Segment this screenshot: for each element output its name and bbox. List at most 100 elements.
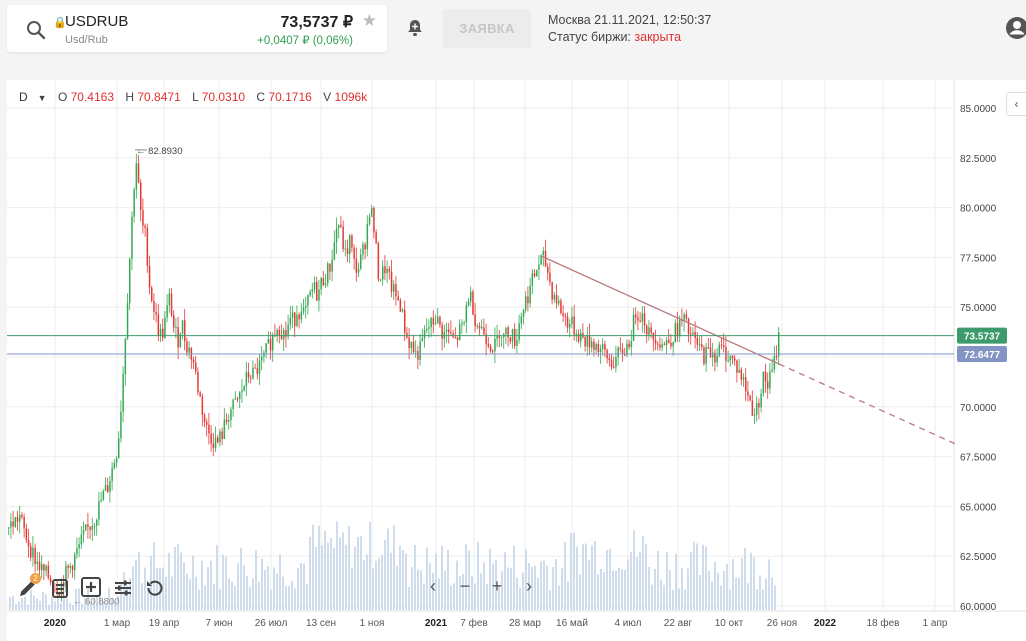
candle-body [54,588,56,590]
volume-bar [204,585,206,610]
candle-body [672,342,674,347]
volume-bar [687,568,689,610]
volume-bar [519,587,521,610]
pencil-icon[interactable] [17,577,39,599]
volume-bar [30,590,32,610]
candle-body [635,314,637,318]
candle-body [450,332,452,334]
user-icon[interactable] [1004,15,1026,41]
volume-bar [171,576,173,610]
candle-body [531,273,534,286]
candle-body [749,395,751,401]
x-tick-label: 26 ноя [767,618,797,629]
chart-panel[interactable]: 85.000082.500080.000077.500075.000072.50… [7,80,1026,641]
volume-bar [729,589,731,610]
volume-bar [375,560,377,610]
volume-bar [477,541,479,610]
scroll-right-button[interactable]: › [526,576,532,596]
volume-bar [27,604,29,610]
candle-body [599,348,602,352]
volume-bar [315,547,317,610]
volume-bar [345,544,347,610]
zoom-out-button[interactable]: − [459,576,471,596]
x-tick-label: 2021 [425,618,448,629]
candle-body [648,327,650,335]
candle-body [296,314,298,327]
candle-body [142,210,144,226]
candle-body [291,312,294,318]
volume-bar [87,588,89,610]
favorite-star-icon[interactable]: ★ [361,11,377,30]
volume-bar [108,588,110,610]
volume-bar [15,603,17,610]
volume-bar [177,543,179,610]
volume-bar [51,597,53,610]
candle-body [43,564,45,571]
volume-bar [240,547,242,610]
candle-body [753,414,756,416]
candle-body [637,317,639,321]
candle-body [465,305,468,323]
volume-bar [627,559,629,610]
candle-body [118,438,120,459]
volume-bar [417,569,419,610]
candle-body [580,333,582,342]
list-icon[interactable] [49,577,71,599]
candle-body [173,315,175,328]
volume-bar [552,567,554,610]
price-chart[interactable]: 85.000082.500080.000077.500075.000072.50… [7,80,1026,641]
candle-body [555,294,558,304]
candle-body [338,224,340,229]
volume-bar [462,573,464,610]
candle-body [778,332,780,357]
search-icon[interactable] [25,19,47,41]
volume-bar [252,578,254,610]
ticker-card[interactable]: 🔒 USDRUB Usd/Rub 73,5737 ₽ ★ +0,0407 ₽ (… [7,5,387,52]
volume-bar [657,550,659,610]
candle-body [575,333,578,335]
volume-bar [525,549,527,610]
volume-bar [366,554,368,610]
volume-bar [504,552,506,610]
candle-body [500,337,503,339]
volume-bar [483,562,485,610]
candle-body [208,424,210,434]
order-button[interactable]: ЗАЯВКА [443,9,531,48]
candle-body [32,547,34,558]
candle-body [360,254,362,269]
alert-bell-icon[interactable] [404,17,426,39]
volume-bar [270,589,272,610]
chevron-down-icon[interactable]: ▼ [37,93,47,103]
candle-body [107,485,109,492]
candle-body [679,319,681,337]
candle-body [549,272,551,283]
candle-body [492,351,494,353]
volume-bar [213,583,215,610]
period-selector[interactable]: D [19,90,28,104]
candle-body [520,316,523,324]
candle-body [223,419,226,439]
reset-icon[interactable] [144,577,166,599]
candle-body [283,330,285,340]
volume-bar [264,569,266,610]
candle-body [19,514,21,522]
scroll-left-button[interactable]: ‹ [430,576,436,596]
volume-bar [717,572,719,610]
x-tick-label: 7 фев [460,617,487,629]
zoom-in-button[interactable]: + [491,576,503,596]
candle-body [676,323,679,337]
volume-bar [438,578,440,610]
candle-body [767,381,769,389]
add-indicator-icon[interactable] [80,576,102,598]
candle-body [140,182,142,211]
candle-body [683,314,685,321]
candle-body [382,266,384,280]
candle-body [309,291,311,296]
candle-body [760,393,762,408]
volume-bar [597,574,599,610]
candle-body [613,366,615,368]
settings-sliders-icon[interactable] [112,577,134,599]
volume-bar [117,596,119,610]
volume-bar [165,576,167,610]
collapse-panel-button[interactable]: ‹ [1006,92,1026,116]
